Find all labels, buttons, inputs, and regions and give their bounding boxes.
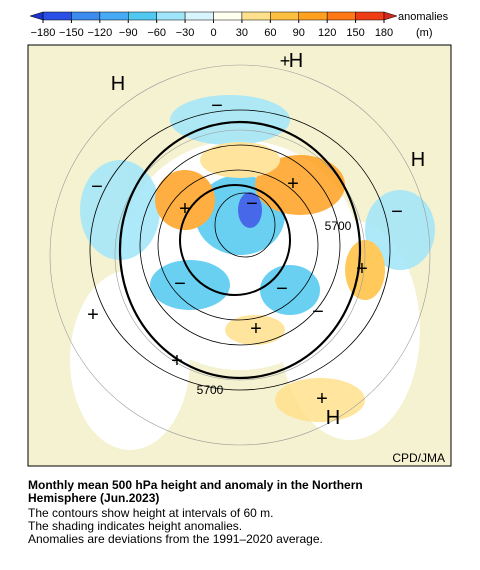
colorbar-label: (m) <box>416 27 433 39</box>
figure: −180 −150 −120 −90 −60 −30 0 30 60 90 120 150 180 ano… <box>27 11 452 467</box>
map-label: H <box>326 407 340 429</box>
colorbar-segment <box>42 11 72 21</box>
map-label: − <box>391 201 403 223</box>
colorbar-tick-label: −150 <box>59 27 84 39</box>
map-label: + <box>87 304 99 326</box>
colorbar-arrow <box>29 11 44 21</box>
colorbar-segment <box>128 11 157 21</box>
colorbar-tick-label: −120 <box>87 27 112 39</box>
colorbar-segment <box>326 11 356 21</box>
colorbar-tick-label: 0 <box>210 27 216 39</box>
map-label: − <box>276 278 288 300</box>
caption-title-line: Monthly mean 500 hPa height and anomaly … <box>28 478 363 492</box>
colorbar-segment <box>156 11 186 21</box>
map-label: H <box>411 149 425 171</box>
map-label: + <box>356 258 368 280</box>
map-label: + <box>280 51 291 71</box>
colorbar-tick-label: 180 <box>375 27 393 39</box>
map-label: 5700 <box>325 219 352 233</box>
caption-line: Anomalies are deviations from the 1991–2… <box>28 532 323 546</box>
caption-title-line: Hemisphere (Jun.2023) <box>28 491 160 505</box>
map-label: − <box>174 273 186 295</box>
colorbar-tick-label: 90 <box>293 27 305 39</box>
credit: CPD/JMA <box>392 451 445 465</box>
colorbar-segment <box>355 11 385 21</box>
map-label: H <box>289 50 303 72</box>
map-label: + <box>250 318 262 340</box>
map-label: − <box>91 176 103 198</box>
colorbar-tick-label: −90 <box>119 27 138 39</box>
map-label: 5700 <box>197 383 224 397</box>
map-label: + <box>179 198 191 220</box>
colorbar-segment <box>213 11 243 21</box>
map-label: − <box>312 301 324 323</box>
map-label: − <box>246 193 258 215</box>
caption-title: Monthly mean 500 hPa height and anomaly … <box>28 479 363 505</box>
map-label: + <box>287 173 299 195</box>
colorbar-segment <box>298 11 328 21</box>
colorbar-tick-label: 150 <box>346 27 364 39</box>
colorbar-label: anomalies <box>398 11 449 23</box>
colorbar-tick-label: −60 <box>147 27 166 39</box>
colorbar-tick-label: 60 <box>264 27 276 39</box>
colorbar-segment <box>71 11 101 21</box>
map-label: + <box>316 388 328 410</box>
contours <box>49 64 431 446</box>
colorbar-segment <box>184 11 214 21</box>
colorbar-segment <box>99 11 129 21</box>
colorbar-tick-label: −180 <box>31 27 56 39</box>
colorbar-tick-label: 120 <box>318 27 336 39</box>
colorbar-arrow <box>383 11 398 21</box>
colorbar-tick-label: 30 <box>236 27 248 39</box>
colorbar-tick-label: −30 <box>176 27 195 39</box>
colorbar-segment <box>241 11 271 21</box>
map-label: − <box>211 95 223 117</box>
map-label: H <box>111 73 125 95</box>
anomaly-shading <box>80 95 435 422</box>
caption-body: The contours show height at intervals of… <box>28 507 323 546</box>
caption-line: The shading indicates height anomalies. <box>28 519 243 533</box>
caption-line: The contours show height at intervals of… <box>28 506 274 520</box>
map-label: + <box>171 350 183 372</box>
colorbar-segment <box>270 11 300 21</box>
